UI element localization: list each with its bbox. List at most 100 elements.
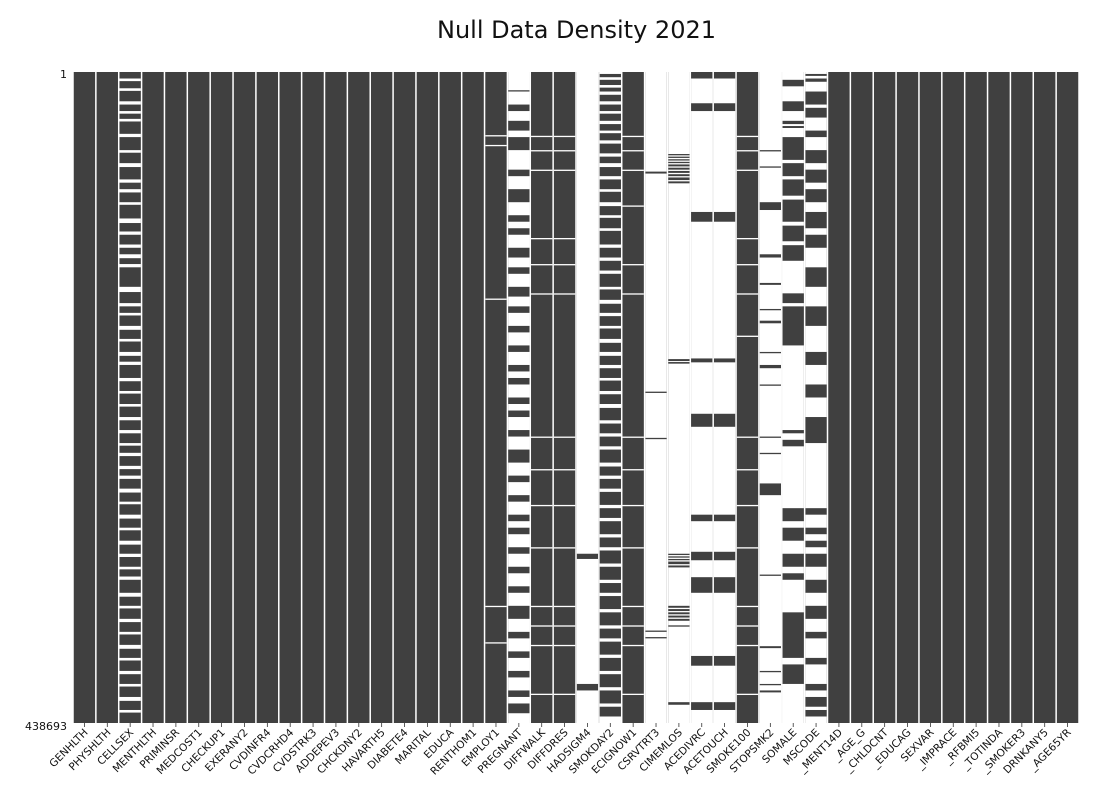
missing-band-smokday2-40: [599, 579, 621, 584]
missing-band-cellsex-30: [119, 465, 141, 470]
missing-band-smoke100-14: [736, 693, 759, 696]
missing-band-stopsmk2-0: [759, 72, 782, 151]
column-acetouch: [713, 72, 736, 723]
column-rfbmi5: [965, 72, 987, 723]
missing-band-pregnant-20: [508, 462, 530, 476]
missing-band-stopsmk2-6: [759, 310, 782, 321]
missing-band-smokday2-18: [599, 270, 621, 274]
missing-band-somale-14: [782, 446, 804, 509]
missing-band-somale-8: [782, 221, 804, 226]
missing-band-cellsex-18: [119, 312, 141, 316]
present-bar-educag: [896, 72, 919, 723]
missing-band-cellsex-38: [119, 566, 141, 570]
missing-band-acetouch-7: [713, 592, 736, 656]
missing-band-diffwalk-5: [531, 293, 553, 295]
missing-band-smokday2-35: [599, 504, 621, 509]
missing-band-stopsmk2-4: [759, 257, 782, 283]
missing-band-somale-1: [782, 86, 804, 102]
missing-band-smokday2-20: [599, 299, 621, 304]
missing-band-csrvtrt3-1: [645, 173, 667, 392]
missing-band-diffdres-8: [553, 504, 576, 507]
missing-band-mscode-6: [805, 163, 827, 170]
missing-band-cellsex-49: [119, 709, 141, 713]
missing-band-diffdres-7: [553, 469, 576, 471]
missing-band-cimemlos-10: [668, 183, 690, 360]
missing-band-pregnant-28: [508, 618, 530, 632]
missing-band-smokday2-3: [599, 91, 621, 95]
missing-band-pregnant-17: [508, 404, 530, 411]
missing-band-diffdres-12: [553, 644, 576, 647]
missing-band-pregnant-16: [508, 384, 530, 398]
column-csrvtrt3: [645, 72, 667, 723]
present-bar-smoker3: [1011, 72, 1033, 723]
missing-band-cellsex-39: [119, 576, 141, 580]
missing-band-smokday2-38: [599, 547, 621, 551]
missing-band-smokday2-7: [599, 130, 621, 134]
present-bar-diffdres: [553, 72, 576, 723]
missing-band-cellsex-36: [119, 540, 141, 545]
missing-band-mscode-7: [805, 182, 827, 190]
present-bar-priminsr: [165, 72, 187, 723]
missing-band-cellsex-1: [119, 88, 141, 91]
missing-band-pregnant-21: [508, 482, 530, 496]
column-totinda: [988, 72, 1010, 723]
missing-band-smokday2-13: [599, 202, 621, 207]
missing-band-smokday2-19: [599, 286, 621, 290]
missing-band-stopsmk2-7: [759, 323, 782, 352]
missing-band-smoke100-8: [736, 469, 759, 471]
missing-band-smokday2-49: [599, 716, 621, 723]
missing-band-stopsmk2-13: [759, 495, 782, 575]
missing-band-cellsex-25: [119, 404, 141, 407]
missing-band-somale-19: [782, 657, 804, 665]
column-checkup1: [210, 72, 233, 723]
missing-band-smokday2-23: [599, 338, 621, 343]
missing-band-mscode-12: [805, 325, 827, 352]
missing-band-somale-2: [782, 111, 804, 121]
missing-band-pregnant-30: [508, 657, 530, 671]
missing-band-smokday2-6: [599, 120, 621, 125]
missing-band-cellsex-3: [119, 111, 141, 114]
missing-band-acetouch-2: [713, 221, 736, 359]
missing-band-cellsex-41: [119, 605, 141, 609]
missing-band-cellsex-29: [119, 452, 141, 457]
missing-band-mscode-25: [805, 706, 827, 710]
missing-band-smokday2-2: [599, 85, 621, 88]
missing-band-pregnant-27: [508, 592, 530, 606]
present-bar-cvdcrhd4: [279, 72, 301, 723]
missing-band-employ1-2: [485, 298, 507, 300]
missing-band-acetouch-5: [713, 521, 736, 552]
present-bar-rfbmi5: [965, 72, 987, 723]
missing-band-cellsex-42: [119, 618, 141, 623]
present-bar-sexvar: [919, 72, 942, 723]
column-physhlth: [96, 72, 118, 723]
missing-band-smokday2-45: [599, 654, 621, 658]
missing-band-mscode-23: [805, 664, 827, 684]
missing-band-acedivrc-7: [691, 592, 713, 656]
missing-band-smokday2-47: [599, 687, 621, 691]
missing-band-cellsex-11: [119, 218, 141, 224]
missing-band-smokday2-26: [599, 377, 621, 381]
missing-band-smokday2-30: [599, 433, 621, 437]
missing-band-diffwalk-0: [531, 135, 553, 138]
missing-band-stopsmk2-16: [759, 672, 782, 684]
missing-band-pregnant-19: [508, 436, 530, 450]
column-mscode: [805, 72, 827, 723]
missing-band-smoke100-9: [736, 504, 759, 507]
missing-band-employ1-0: [485, 135, 507, 137]
present-bar-age65yr: [1056, 72, 1079, 723]
missing-band-smoke100-4: [736, 264, 759, 266]
column-acedivrc: [691, 72, 713, 723]
missing-band-smoke100-5: [736, 293, 759, 295]
missing-band-diffwalk-1: [531, 150, 553, 152]
column-employ1: [485, 72, 507, 723]
missing-band-cellsex-35: [119, 527, 141, 531]
missing-band-mscode-18: [805, 547, 827, 554]
missing-band-cellsex-2: [119, 101, 141, 105]
missing-band-cellsex-24: [119, 390, 141, 394]
missing-band-smoke100-12: [736, 625, 759, 627]
missing-band-pregnant-15: [508, 371, 530, 378]
column-age-g: [851, 72, 873, 723]
missing-band-ecignow1-7: [622, 469, 644, 471]
missing-band-acetouch-1: [713, 111, 736, 212]
missing-band-hadsigm4-1: [576, 558, 599, 684]
